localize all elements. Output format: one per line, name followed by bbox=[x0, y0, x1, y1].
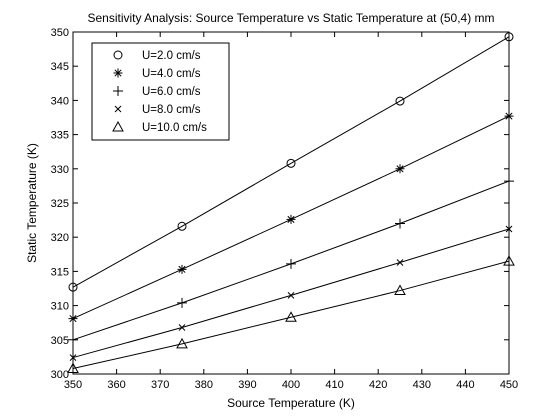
legend-marker-5 bbox=[112, 120, 124, 132]
data-point-s2-shape bbox=[504, 111, 514, 121]
data-point-s3 bbox=[395, 218, 405, 229]
legend-marker-1 bbox=[113, 50, 123, 60]
legend-marker-3-shape bbox=[113, 86, 123, 96]
data-point-s2 bbox=[504, 111, 514, 121]
data-point-s5-shape bbox=[67, 362, 79, 374]
data-point-s5 bbox=[176, 337, 188, 349]
y-tick-label: 310 bbox=[51, 301, 69, 313]
data-point-s5-shape bbox=[176, 337, 188, 349]
x-axis-label: Source Temperature (K) bbox=[227, 396, 355, 410]
y-tick-label: 335 bbox=[51, 130, 69, 142]
x-tick-label: 380 bbox=[195, 379, 213, 391]
y-tick-label: 330 bbox=[51, 164, 69, 176]
legend-marker-4 bbox=[114, 105, 122, 113]
data-point-s2 bbox=[177, 264, 187, 274]
data-point-s1-shape bbox=[68, 282, 78, 292]
data-point-s2-shape bbox=[177, 264, 187, 274]
data-point-s1 bbox=[177, 221, 187, 231]
data-point-s3 bbox=[286, 258, 296, 269]
x-tick-label: 450 bbox=[500, 379, 518, 391]
data-point-s3 bbox=[504, 176, 514, 187]
data-point-s4-shape bbox=[69, 354, 77, 361]
x-tick-label: 410 bbox=[325, 379, 343, 391]
axis-ticks: 350 360 370 380 390 400 410 420 430 440 450 300 305 3… bbox=[51, 27, 519, 391]
data-point-s2 bbox=[395, 164, 405, 174]
data-point-s2-shape bbox=[395, 164, 405, 174]
x-tick-label: 370 bbox=[151, 379, 169, 391]
x-tick-label: 430 bbox=[413, 379, 431, 391]
data-point-s1-shape bbox=[504, 32, 514, 42]
data-point-s5 bbox=[67, 362, 79, 374]
y-tick-label: 320 bbox=[51, 232, 69, 244]
y-axis-label: Static Temperature (K) bbox=[25, 143, 39, 263]
data-point-s4-shape bbox=[505, 225, 513, 233]
legend-marker-2-shape bbox=[113, 68, 123, 78]
legend-marker-4-shape bbox=[114, 105, 122, 113]
data-point-s1-shape bbox=[286, 158, 296, 168]
data-point-s1 bbox=[504, 32, 514, 42]
data-point-s3-shape bbox=[68, 334, 78, 345]
data-point-s1 bbox=[395, 96, 405, 106]
data-point-s4-shape bbox=[287, 291, 295, 299]
data-point-s4-shape bbox=[396, 259, 404, 266]
data-point-s1 bbox=[68, 282, 78, 292]
series-line-1 bbox=[72, 36, 510, 288]
data-point-s1-shape bbox=[177, 221, 187, 231]
legend-marker-1-shape bbox=[113, 50, 123, 60]
data-point-s4 bbox=[178, 324, 186, 331]
data-point-s4 bbox=[69, 354, 77, 361]
data-point-s2 bbox=[68, 314, 78, 324]
data-point-s3-shape bbox=[286, 258, 296, 269]
y-tick-label: 340 bbox=[51, 95, 69, 107]
data-point-s3-shape bbox=[177, 297, 187, 308]
y-tick-label: 325 bbox=[51, 198, 69, 210]
x-tick-label: 390 bbox=[238, 379, 256, 391]
data-point-s2-shape bbox=[286, 214, 296, 224]
legend-marker-3 bbox=[113, 86, 123, 96]
x-tick-label: 400 bbox=[282, 379, 300, 391]
data-point-s3-shape bbox=[504, 176, 514, 187]
x-tick-label: 440 bbox=[456, 379, 474, 391]
legend-marker-2 bbox=[113, 68, 123, 78]
x-tick-label: 350 bbox=[64, 379, 82, 391]
legend-marker-5-shape bbox=[112, 120, 124, 132]
legend-label-4: U=8.0 cm/s bbox=[142, 104, 201, 116]
series-markers bbox=[67, 32, 515, 374]
data-point-s5-shape bbox=[503, 255, 515, 266]
y-tick-label: 345 bbox=[51, 61, 69, 73]
x-tick-label: 420 bbox=[369, 379, 387, 391]
data-point-s3 bbox=[68, 334, 78, 345]
legend-label-5: U=10.0 cm/s bbox=[142, 122, 207, 134]
y-tick-label: 300 bbox=[51, 369, 69, 381]
x-tick-label: 360 bbox=[107, 379, 125, 391]
y-tick-label: 350 bbox=[51, 27, 69, 39]
data-point-s5 bbox=[285, 311, 297, 322]
data-point-s3-shape bbox=[395, 218, 405, 229]
legend-label-3: U=6.0 cm/s bbox=[142, 86, 201, 98]
data-point-s2-shape bbox=[68, 314, 78, 324]
series-line-5 bbox=[72, 260, 510, 370]
data-point-s4 bbox=[505, 225, 513, 233]
legend: U=2.0 cm/s U=4.0 cm/s U=6.0 cm/s U=8.0 cm/s… bbox=[91, 42, 230, 141]
data-point-s5 bbox=[503, 255, 515, 266]
data-point-s5-shape bbox=[285, 311, 297, 322]
data-point-s4 bbox=[287, 291, 295, 299]
y-tick-label: 305 bbox=[51, 335, 69, 347]
data-point-s2 bbox=[286, 214, 296, 224]
legend-box bbox=[91, 42, 230, 141]
legend-label-2: U=4.0 cm/s bbox=[142, 68, 201, 80]
y-tick-label: 315 bbox=[51, 266, 69, 278]
chart-title: Sensitivity Analysis: Source Temperature… bbox=[87, 11, 494, 25]
data-point-s5 bbox=[394, 284, 406, 296]
data-point-s3 bbox=[177, 297, 187, 308]
data-point-s5-shape bbox=[394, 284, 406, 296]
data-point-s4-shape bbox=[178, 324, 186, 331]
data-point-s1 bbox=[286, 158, 296, 168]
data-point-s1-shape bbox=[395, 96, 405, 106]
legend-label-1: U=2.0 cm/s bbox=[142, 50, 201, 62]
data-point-s4 bbox=[396, 259, 404, 266]
